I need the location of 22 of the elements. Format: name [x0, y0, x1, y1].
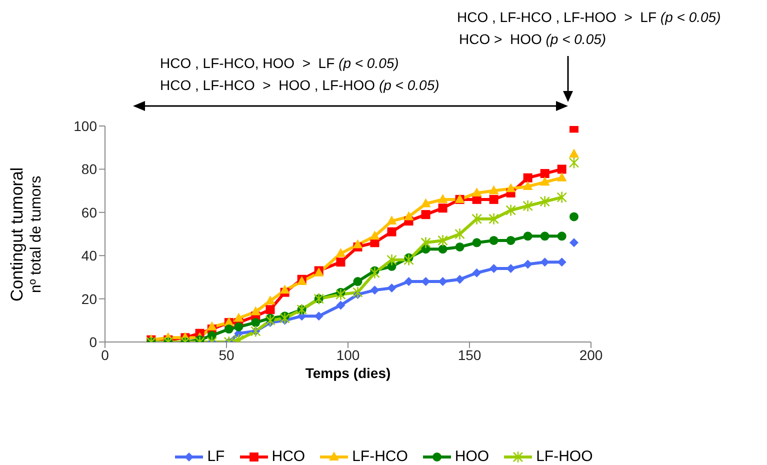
y-tick-label: 100 — [74, 118, 98, 134]
x-axis-title: Temps (dies) — [305, 365, 391, 381]
legend-label: LF-HOO — [536, 448, 593, 465]
y-tick-label: 0 — [89, 334, 98, 350]
y-tick-label: 20 — [81, 290, 98, 307]
y-tick-label: 80 — [81, 161, 98, 178]
legend-label: LF — [207, 448, 225, 465]
y-tick-label: 40 — [81, 248, 98, 264]
x-tick-label: 0 — [101, 346, 110, 363]
x-tick-label: 150 — [458, 346, 482, 363]
legend-label: HOO — [454, 448, 490, 465]
text: HCO , LF-HCO , LF-HOO > LF (p < 0.05) — [457, 9, 721, 25]
text: HCO > HOO (p < 0.05) — [459, 31, 606, 47]
legend-label: HCO — [272, 448, 306, 465]
text: HCO , LF-HCO, HOO > LF (p < 0.05) — [160, 55, 399, 71]
legend-label: LF-HCO — [352, 448, 408, 465]
x-tick-label: 100 — [336, 346, 360, 363]
text: HCO , LF-HCO > HOO , LF-HOO (p < 0.05) — [160, 77, 440, 93]
y-tick-label: 60 — [81, 204, 98, 220]
x-tick-label: 200 — [579, 346, 603, 363]
y-axis-title: Contingut tumoral nº total de tumors — [8, 166, 44, 302]
x-tick-label: 50 — [218, 346, 234, 363]
